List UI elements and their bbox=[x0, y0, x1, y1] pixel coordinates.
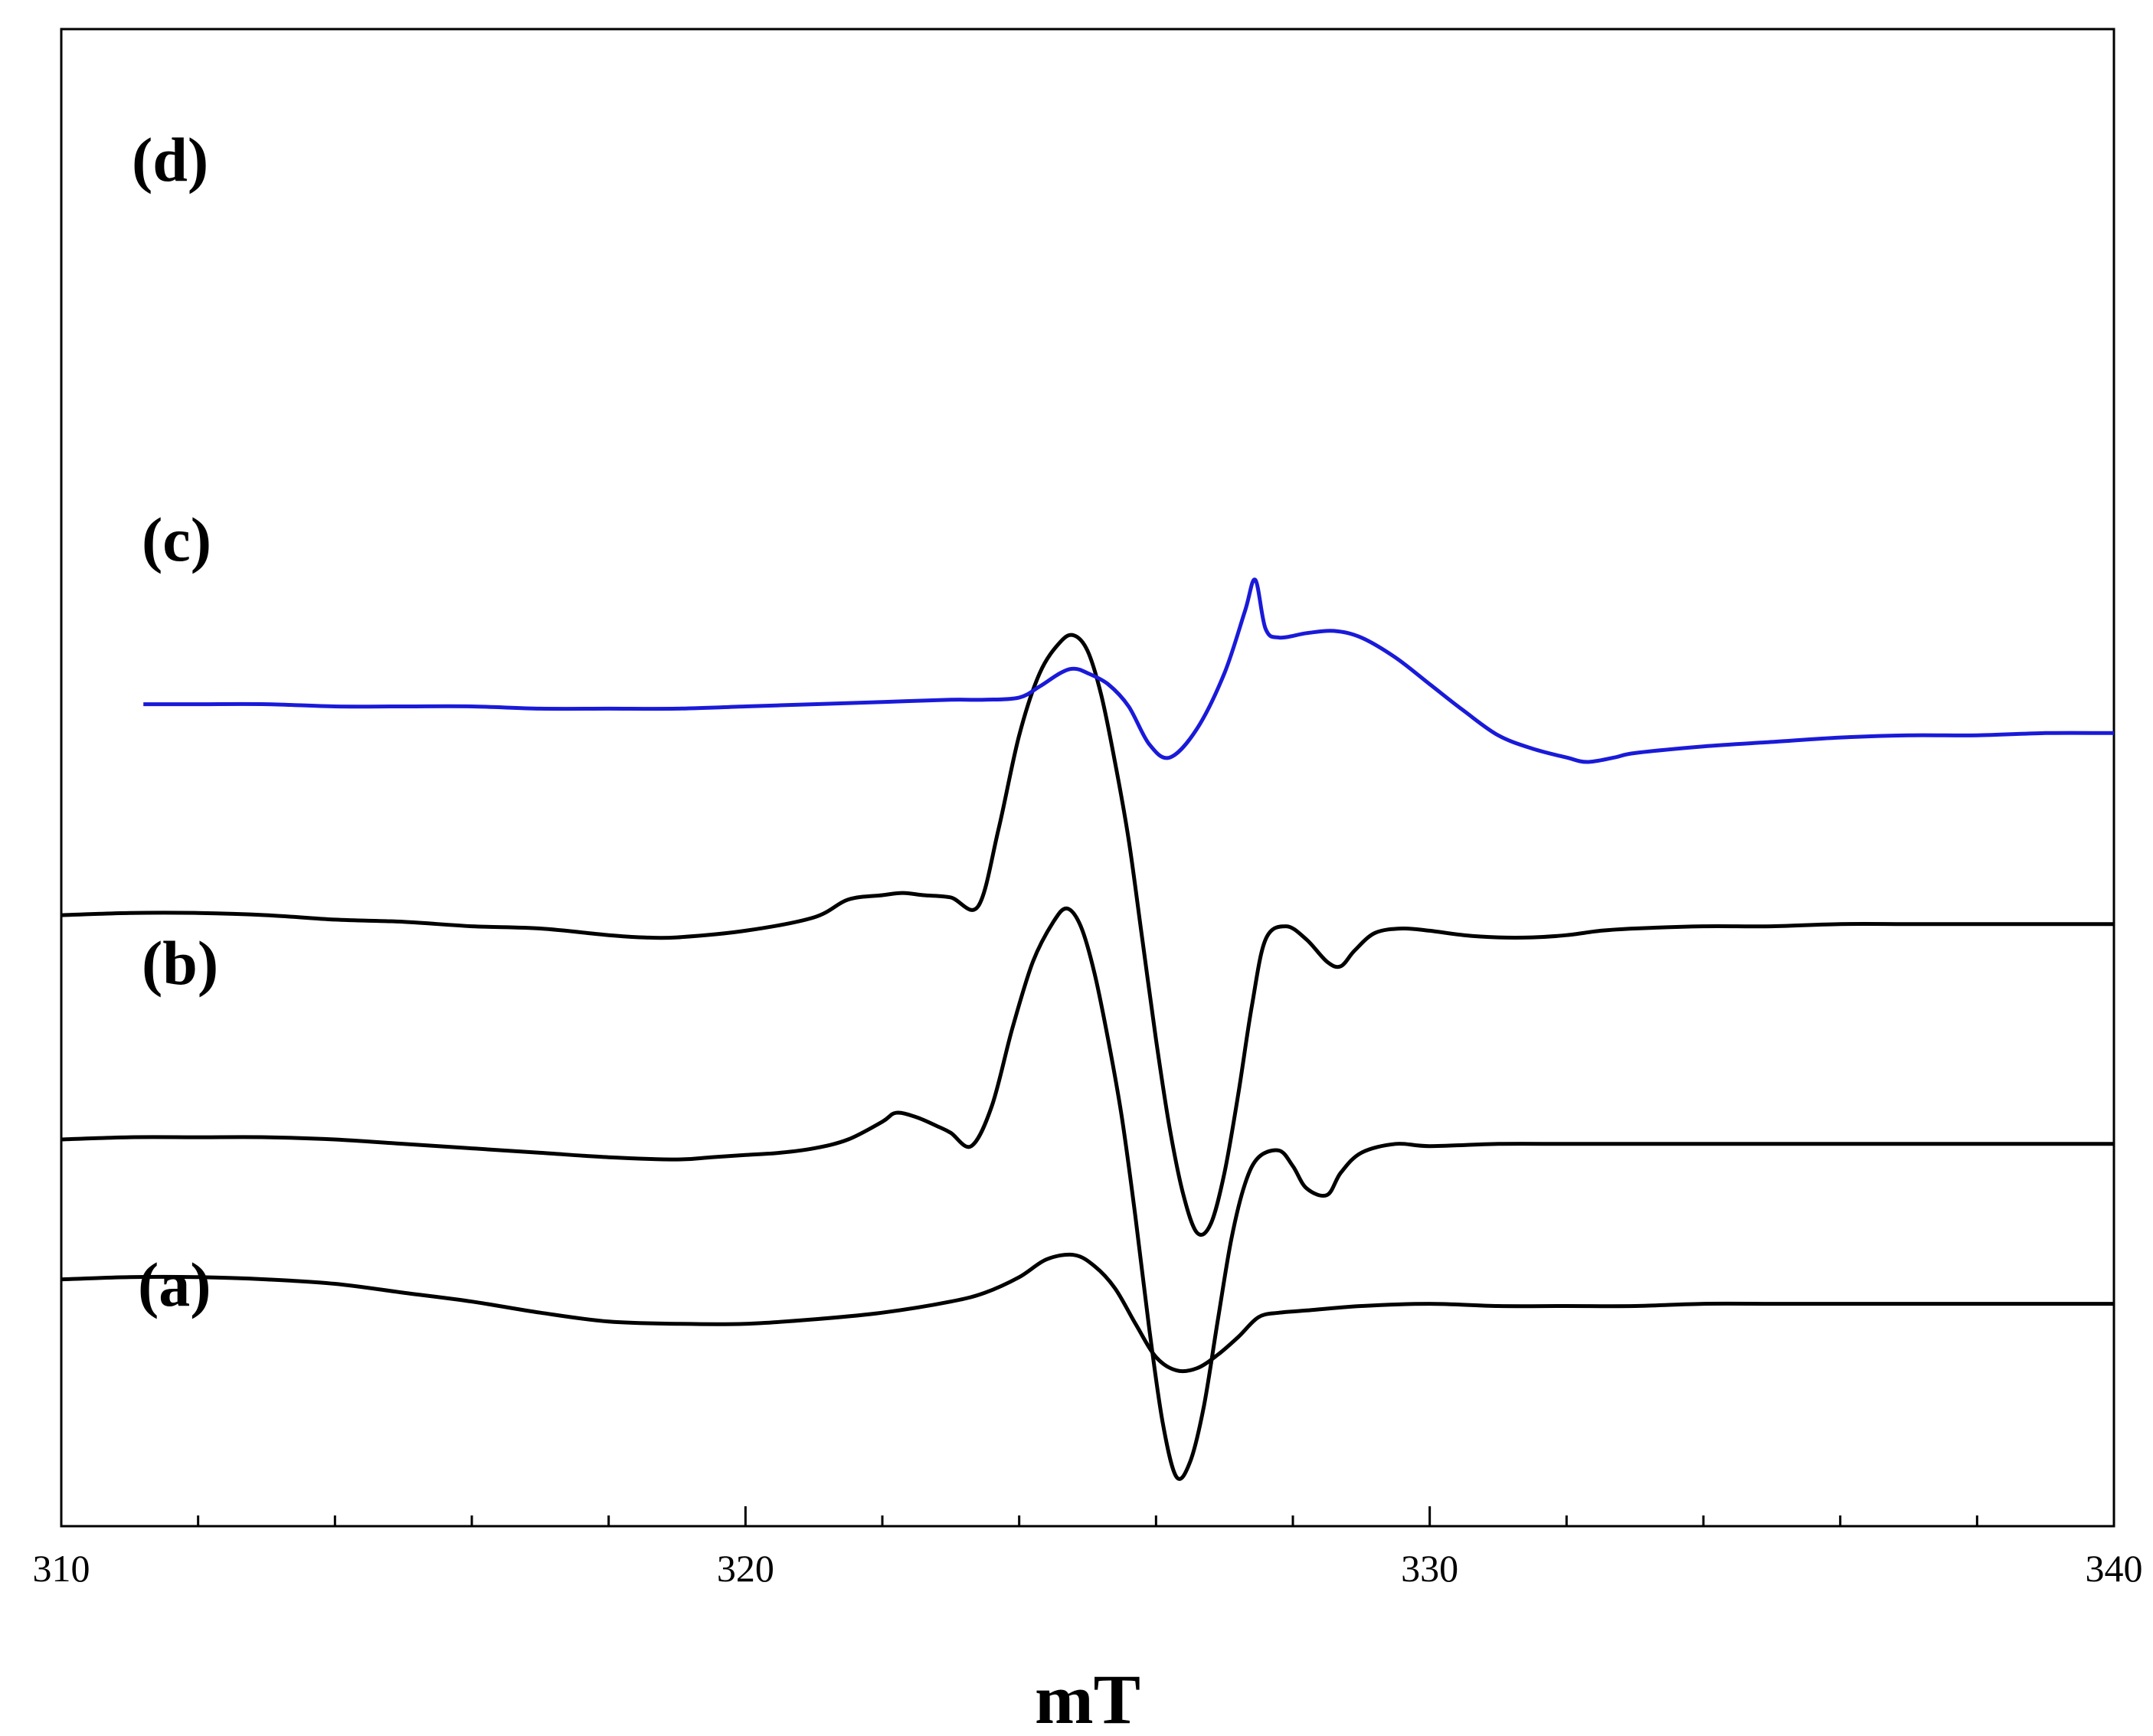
major-ticks bbox=[60, 1506, 2115, 1526]
x-tick-label-320: 320 bbox=[717, 1547, 774, 1590]
spectrum-curves bbox=[61, 577, 2115, 1481]
x-tick-labels: 310 320 330 340 bbox=[33, 1547, 2143, 1590]
x-tick-label-310: 310 bbox=[33, 1547, 90, 1590]
series-label-0: (a) bbox=[138, 1250, 211, 1319]
series-line-2 bbox=[61, 633, 2114, 1237]
series-label-1: (b) bbox=[142, 928, 218, 998]
x-tick-label-330: 330 bbox=[1401, 1547, 1458, 1590]
series-line-3 bbox=[143, 577, 2115, 764]
x-axis-label: mT bbox=[1035, 1660, 1140, 1736]
series-line-0 bbox=[61, 1252, 2114, 1374]
series-line-1 bbox=[61, 906, 2115, 1481]
x-tick-label-340: 340 bbox=[2086, 1547, 2143, 1590]
plot-frame bbox=[60, 28, 2115, 1528]
curve-labels: (a) (b) (c) (d) bbox=[132, 125, 218, 1319]
series-label-2: (c) bbox=[142, 505, 211, 574]
minor-ticks bbox=[197, 1515, 1978, 1526]
series-label-3: (d) bbox=[132, 125, 208, 195]
